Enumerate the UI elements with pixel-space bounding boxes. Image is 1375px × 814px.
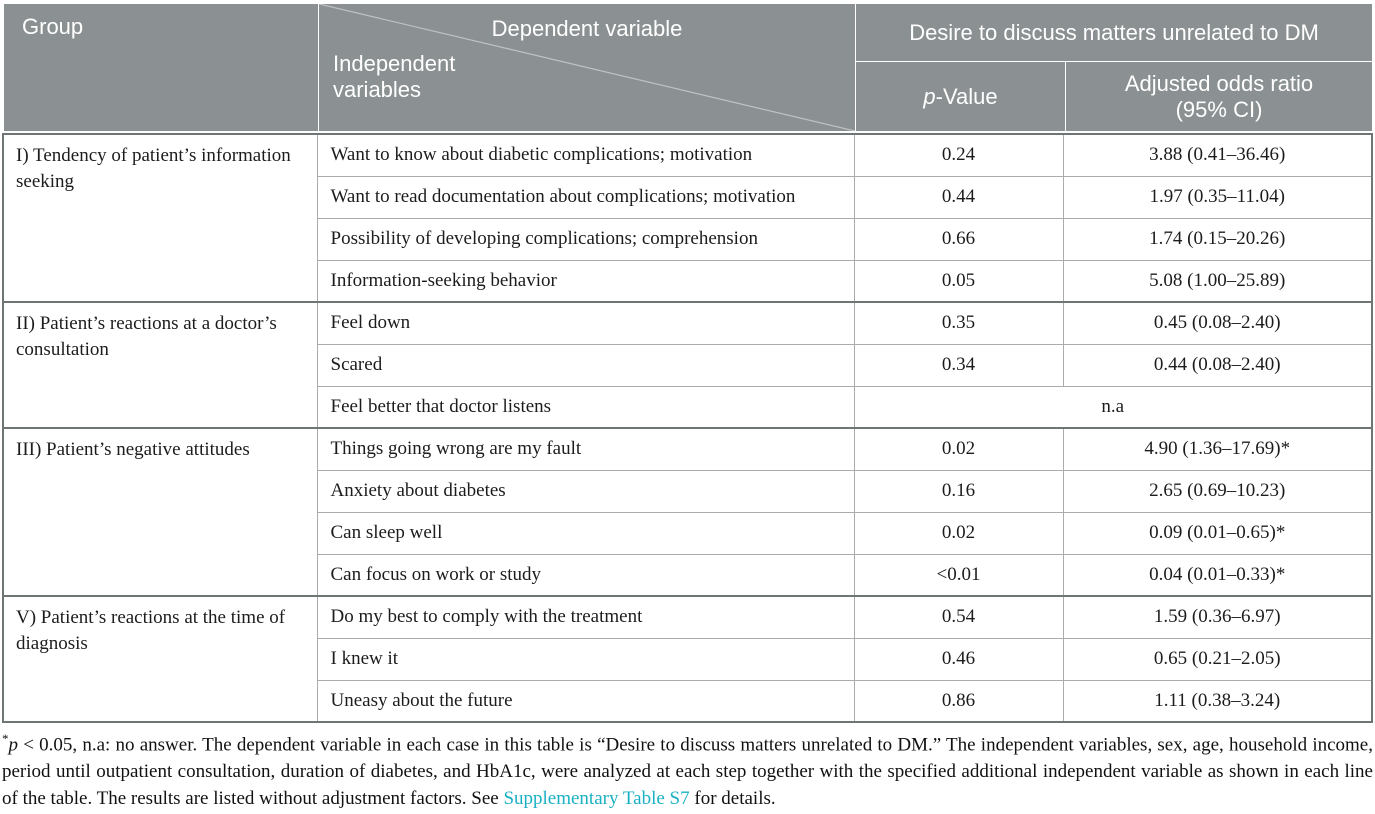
odds-ratio-cell: 1.11 (0.38–3.24): [1062, 679, 1373, 723]
independent-variable-cell: Do my best to comply with the treatment: [316, 595, 855, 639]
independent-variable-cell: Feel better that doctor listens: [316, 385, 855, 429]
p-value-cell: 0.54: [853, 595, 1064, 639]
not-available-cell: n.a: [853, 385, 1373, 429]
p-value-cell: 0.05: [853, 259, 1064, 303]
table-row: Possibility of developing complications;…: [3, 217, 1373, 261]
header-independent-variables-label: Independent variables: [333, 51, 456, 103]
p-value-cell: 0.46: [853, 637, 1064, 681]
footnote-p-symbol: p: [8, 734, 19, 756]
p-value-cell: 0.86: [853, 679, 1064, 723]
section-information-seeking: I) Tendency of patient’s information see…: [2, 133, 1373, 303]
table-row: Feel better that doctor listens n.a: [3, 385, 1373, 429]
odds-ratio-cell: 4.90 (1.36–17.69)*: [1062, 427, 1373, 471]
group-cell: V) Patient’s reactions at the time of di…: [2, 595, 318, 723]
section-time-of-diagnosis: V) Patient’s reactions at the time of di…: [2, 595, 1373, 723]
p-value-cell: 0.66: [853, 217, 1064, 261]
table-row: V) Patient’s reactions at the time of di…: [2, 595, 1373, 723]
header-p-value-label: p-Value: [923, 83, 998, 109]
footnote-text-end: for details.: [689, 788, 776, 810]
odds-ratio-cell: 0.45 (0.08–2.40): [1062, 301, 1373, 345]
header-dependent-variable-label: Dependent variable: [491, 16, 683, 41]
odds-ratio-cell: 0.65 (0.21–2.05): [1062, 637, 1373, 681]
table-row: Anxiety about diabetes 0.16 2.65 (0.69–1…: [3, 469, 1373, 513]
table-row: I) Tendency of patient’s information see…: [2, 133, 1373, 303]
independent-variable-cell: Information-seeking behavior: [316, 259, 855, 303]
results-table: I) Tendency of patient’s information see…: [2, 133, 1373, 723]
odds-ratio-cell: 0.09 (0.01–0.65)*: [1062, 511, 1373, 555]
independent-variable-cell: Things going wrong are my fault: [316, 427, 855, 471]
odds-ratio-cell: 1.74 (0.15–20.26): [1062, 217, 1373, 261]
table-row: Scared 0.34 0.44 (0.08–2.40): [3, 343, 1373, 387]
p-value-cell: 0.02: [853, 427, 1064, 471]
table-header: Group Dependent variable Independent var…: [4, 4, 1372, 131]
table-row: Uneasy about the future 0.86 1.11 (0.38–…: [3, 679, 1373, 723]
table-row: III) Patient’s negative attitudes Things…: [2, 427, 1373, 597]
header-cell-diagonal: Dependent variable Independent variables: [319, 4, 855, 131]
independent-variable-cell: Scared: [316, 343, 855, 387]
p-value-cell: 0.16: [853, 469, 1064, 513]
footnote-asterisk: *: [2, 731, 9, 746]
p-value-cell: 0.24: [853, 133, 1064, 177]
independent-variable-cell: Can sleep well: [316, 511, 855, 555]
odds-ratio-cell: 0.44 (0.08–2.40): [1062, 343, 1373, 387]
independent-variable-cell: Feel down: [316, 301, 855, 345]
p-value-cell: <0.01: [853, 553, 1064, 597]
odds-ratio-cell: 5.08 (1.00–25.89): [1062, 259, 1373, 303]
odds-ratio-cell: 1.97 (0.35–11.04): [1062, 175, 1373, 219]
independent-variable-cell: I knew it: [316, 637, 855, 681]
independent-variable-cell: Can focus on work or study: [316, 553, 855, 597]
p-value-cell: 0.44: [853, 175, 1064, 219]
odds-ratio-cell: 1.59 (0.36–6.97): [1062, 595, 1373, 639]
group-cell: III) Patient’s negative attitudes: [2, 427, 318, 597]
group-cell: I) Tendency of patient’s information see…: [2, 133, 318, 303]
table-footnote: *p < 0.05, n.a: no answer. The dependent…: [2, 730, 1373, 813]
table-row: Can sleep well 0.02 0.09 (0.01–0.65)*: [3, 511, 1373, 555]
p-value-cell: 0.02: [853, 511, 1064, 555]
odds-ratio-cell: 3.88 (0.41–36.46): [1062, 133, 1373, 177]
independent-variable-cell: Want to read documentation about complic…: [316, 175, 855, 219]
table-row: II) Patient’s reactions at a doctor’s co…: [2, 301, 1373, 429]
group-cell: II) Patient’s reactions at a doctor’s co…: [2, 301, 318, 429]
odds-ratio-cell: 0.04 (0.01–0.33)*: [1062, 553, 1373, 597]
header-group-label: Group: [22, 14, 84, 39]
section-negative-attitudes: III) Patient’s negative attitudes Things…: [2, 427, 1373, 597]
independent-variable-cell: Want to know about diabetic complication…: [316, 133, 855, 177]
header-spanner-label: Desire to discuss matters unrelated to D…: [909, 19, 1319, 45]
p-value-cell: 0.34: [853, 343, 1064, 387]
diagonal-divider-line: [319, 4, 855, 131]
header-cell-p-value: p-Value: [856, 62, 1065, 131]
independent-variable-cell: Uneasy about the future: [316, 679, 855, 723]
header-cell-adjusted-odds-ratio: Adjusted odds ratio (95% CI): [1066, 62, 1372, 131]
p-value-cell: 0.35: [853, 301, 1064, 345]
supplementary-table-link[interactable]: Supplementary Table S7: [503, 788, 690, 810]
independent-variable-cell: Anxiety about diabetes: [316, 469, 855, 513]
table-row: I knew it 0.46 0.65 (0.21–2.05): [3, 637, 1373, 681]
section-doctor-consultation: II) Patient’s reactions at a doctor’s co…: [2, 301, 1373, 429]
header-aor-label: Adjusted odds ratio (95% CI): [1124, 71, 1314, 122]
odds-ratio-cell: 2.65 (0.69–10.23): [1062, 469, 1373, 513]
header-cell-group: Group: [4, 4, 318, 131]
independent-variable-cell: Possibility of developing complications;…: [316, 217, 855, 261]
footnote-text: < 0.05, n.a: no answer. The dependent va…: [2, 734, 1373, 810]
header-cell-spanner: Desire to discuss matters unrelated to D…: [856, 4, 1372, 61]
